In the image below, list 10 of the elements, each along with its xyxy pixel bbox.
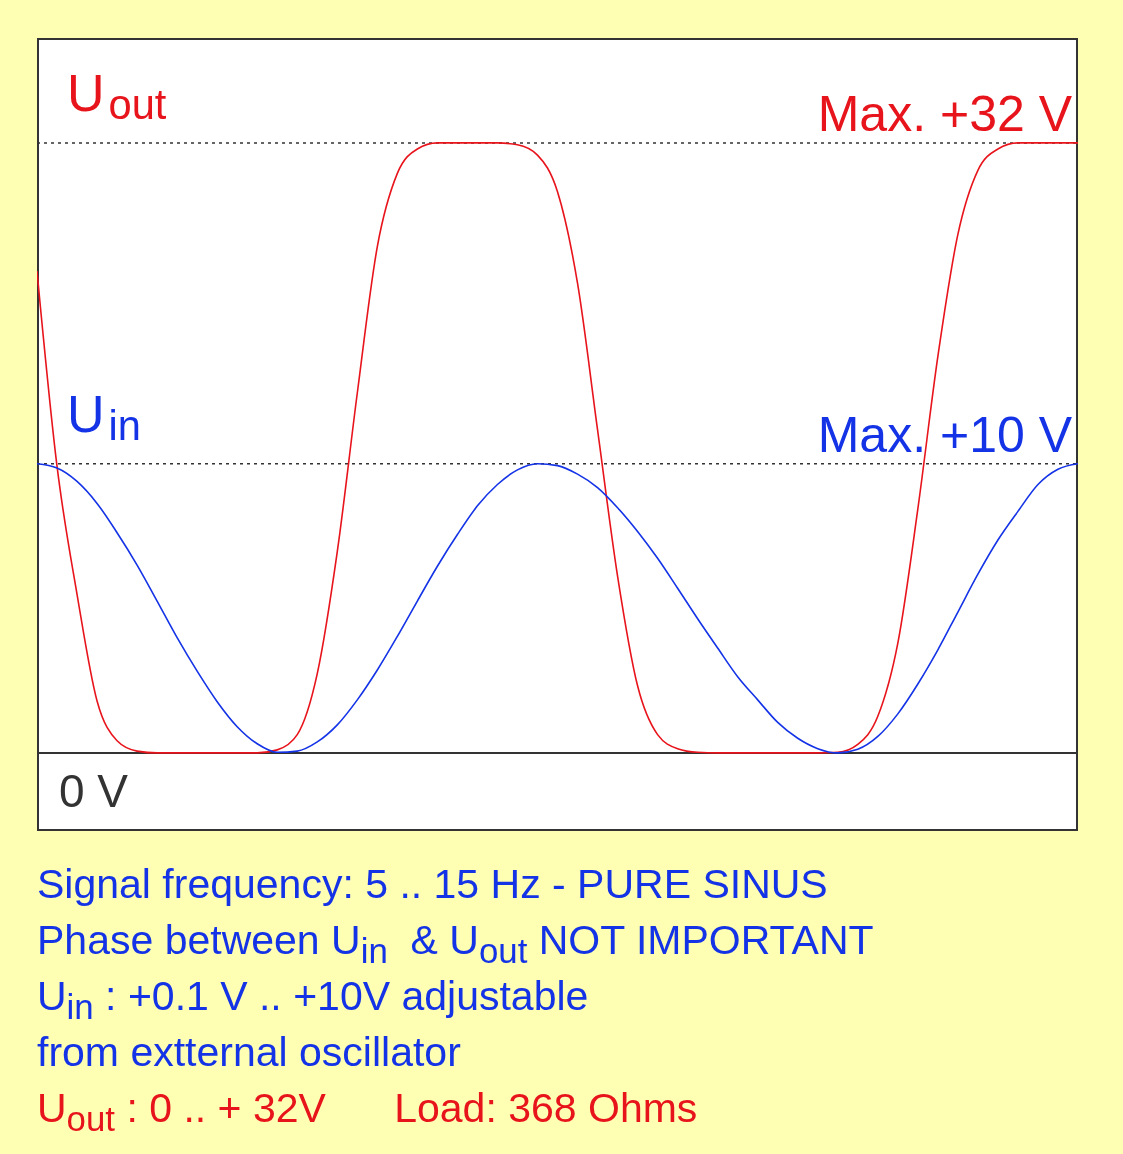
text: from extternal oscillator	[37, 1029, 461, 1075]
text: U$_{out}$	[67, 63, 167, 129]
text: U$_{out}$ : 0 .. + 32V Load: 368 Ohms	[37, 1084, 699, 1139]
text: Phase between U$_{in}$ & U$_{out}$ NOT IMPORTANT	[37, 916, 874, 971]
series-label: U$_{in}$	[67, 384, 141, 450]
text: Signal frequency: 5 .. 15 Hz - PURE SINUS	[37, 860, 829, 909]
ref-line-label: Max. +32 V	[817, 85, 1073, 142]
text: U$_{in}$ : +0.1 V .. +10V adjustable	[37, 973, 589, 1027]
ref-line-label: 0 V	[59, 764, 129, 817]
ref-line-label: Max. +10 V	[817, 406, 1073, 463]
